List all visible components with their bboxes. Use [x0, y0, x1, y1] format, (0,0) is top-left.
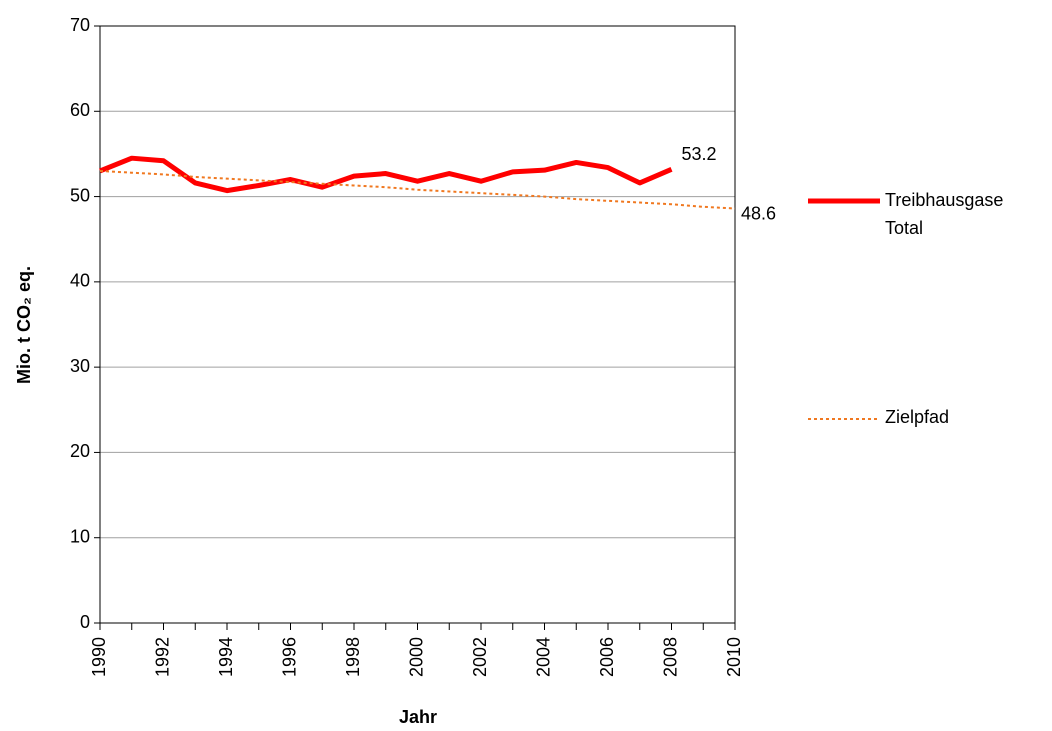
x-tick-label: 1992	[152, 637, 172, 677]
x-tick-label: 2002	[470, 637, 490, 677]
y-tick-label: 30	[70, 356, 90, 376]
data-label: 53.2	[682, 144, 717, 164]
x-tick-label: 1990	[89, 637, 109, 677]
data-label: 48.6	[741, 203, 776, 223]
x-tick-label: 2004	[533, 637, 553, 677]
plot-frame	[99, 25, 736, 624]
y-tick-label: 60	[70, 100, 90, 120]
y-tick-label: 20	[70, 441, 90, 461]
x-axis-title: Jahr	[399, 707, 437, 727]
legend-label: Treibhausgase Total	[885, 190, 1004, 238]
x-tick-label: 1994	[216, 637, 236, 677]
x-tick-label: 1998	[343, 637, 363, 677]
y-axis-title: Mio. t CO₂ eq.	[14, 266, 34, 384]
y-tick-label: 40	[70, 271, 90, 291]
y-tick-label: 70	[70, 15, 90, 35]
x-tick-label: 2000	[406, 637, 426, 677]
x-tick-label: 2006	[597, 637, 617, 677]
y-tick-label: 50	[70, 185, 90, 205]
y-tick-label: 0	[80, 612, 90, 632]
legend-label: Zielpfad	[885, 407, 950, 427]
x-tick-label: 2008	[660, 637, 680, 677]
y-tick-label: 10	[70, 526, 90, 546]
series-line	[99, 155, 673, 194]
x-tick-label: 2010	[724, 637, 744, 677]
x-tick-label: 1996	[279, 637, 299, 677]
series-line	[99, 169, 736, 210]
